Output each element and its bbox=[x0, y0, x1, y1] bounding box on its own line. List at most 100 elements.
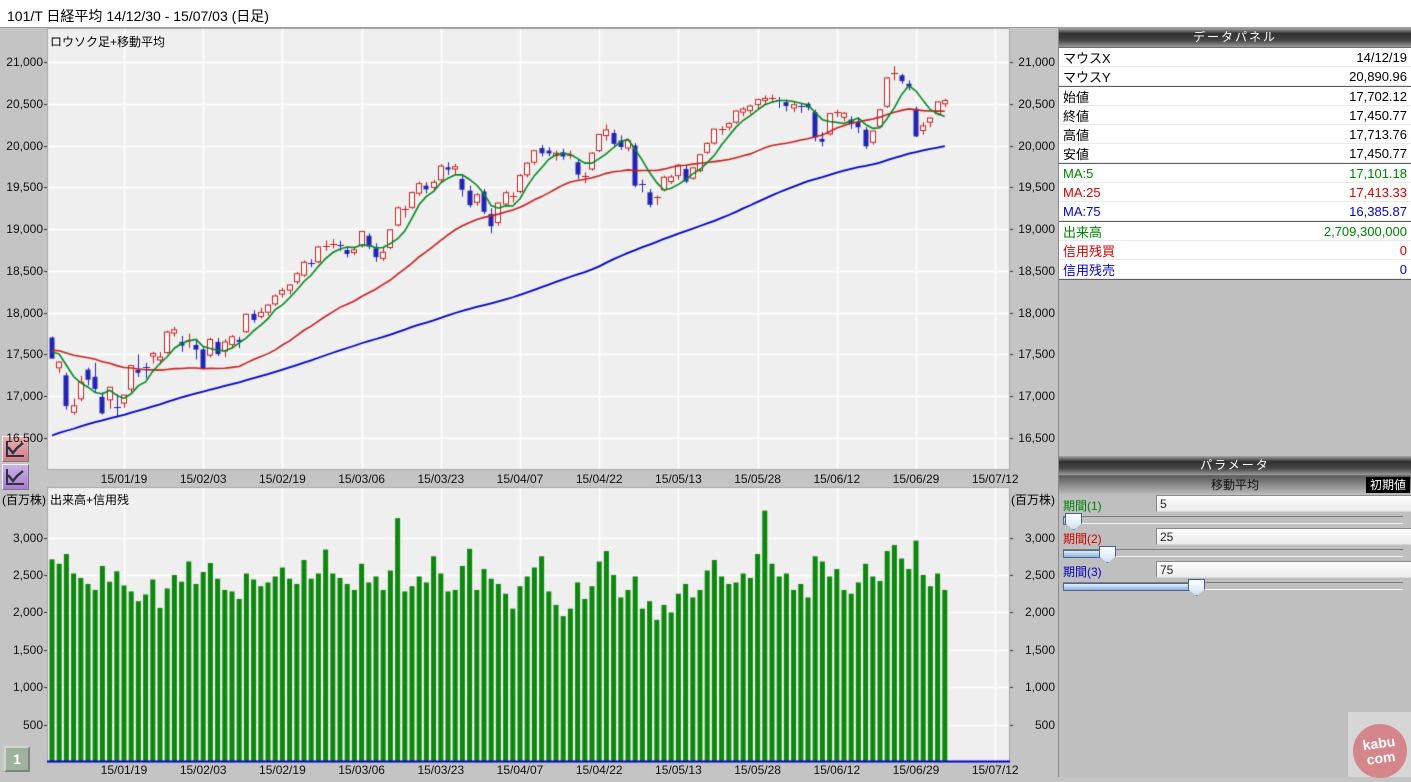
data-panel-row: MA:5 17,101.18 bbox=[1059, 164, 1411, 183]
data-panel-row-value: 0 bbox=[1399, 242, 1407, 258]
volume-unit-label-left: (百万株) bbox=[2, 493, 46, 507]
data-panel-row: マウスX 14/12/19 bbox=[1059, 48, 1411, 67]
date-axis-label-bottom: 15/04/07 bbox=[496, 763, 544, 777]
line-chart-icon bbox=[6, 441, 24, 457]
date-axis-label: 15/06/29 bbox=[892, 472, 940, 486]
data-panel-row-value: 0 bbox=[1399, 261, 1407, 277]
date-axis-label: 15/02/19 bbox=[259, 472, 306, 486]
parameter-label: 期間(3) bbox=[1063, 565, 1102, 579]
volume-axis-label-left: 1,500 bbox=[12, 642, 43, 657]
data-panel-row-label: 信用残買 bbox=[1063, 243, 1116, 259]
data-panel-row-label: 高値 bbox=[1063, 127, 1090, 143]
parameter-label: 期間(2) bbox=[1063, 532, 1102, 546]
data-panel-row: 終値 17,450.77 bbox=[1059, 106, 1411, 125]
data-panel-row: 高値 17,713.76 bbox=[1059, 125, 1411, 144]
date-axis-label-bottom: 15/03/06 bbox=[338, 763, 385, 777]
price-axis-label-left: 20,000 bbox=[6, 138, 43, 153]
price-volume-chart-canvas[interactable] bbox=[0, 28, 1058, 777]
data-panel-row-label: 出来高 bbox=[1063, 224, 1103, 240]
data-panel-row-label: 信用残売 bbox=[1063, 262, 1116, 278]
volume-chart-title: 出来高+信用残 bbox=[50, 493, 130, 507]
price-axis-label-left: 18,000 bbox=[6, 305, 43, 320]
data-panel-group: 始値 17,702.12 終値 17,450.77 高値 17,713.76 安値 17,45… bbox=[1059, 87, 1411, 164]
price-axis-label-right: 17,000 bbox=[1018, 389, 1055, 404]
line-chart-icon bbox=[6, 469, 24, 485]
data-panel-row: 信用残買 0 bbox=[1059, 241, 1411, 260]
parameter-value-input[interactable] bbox=[1156, 495, 1411, 512]
page-1-button[interactable]: 1 bbox=[4, 746, 30, 772]
logo-box: kabu com bbox=[1348, 712, 1411, 782]
data-panel-row-value: 17,413.33 bbox=[1349, 184, 1407, 200]
data-panel-group: 出来高 2,709,300,000 信用残買 0 信用残売 0 bbox=[1059, 222, 1411, 280]
price-axis-label-left: 19,000 bbox=[6, 222, 43, 237]
data-panel-header: データパネル bbox=[1059, 28, 1411, 48]
date-axis-label-bottom: 15/06/29 bbox=[892, 763, 940, 777]
reset-defaults-button[interactable]: 初期値 bbox=[1365, 477, 1410, 493]
data-panel-row: 出来高 2,709,300,000 bbox=[1059, 222, 1411, 241]
price-axis-label-right: 19,000 bbox=[1018, 222, 1055, 237]
volume-axis-label-left: 2,500 bbox=[12, 568, 43, 582]
data-panel: マウスX 14/12/19 マウスY 20,890.96 始値 17,702.12 終値 17… bbox=[1059, 48, 1411, 280]
price-axis-label-left: 20,500 bbox=[6, 96, 43, 111]
price-axis-label-right: 20,000 bbox=[1018, 138, 1055, 153]
date-axis-label-bottom: 15/06/12 bbox=[813, 763, 861, 777]
chart-window-title: 101/T 日経平均 14/12/30 - 15/07/03 (日足) bbox=[7, 8, 269, 24]
parameter-slider-track[interactable] bbox=[1063, 513, 1403, 530]
price-axis-label-left: 17,500 bbox=[6, 347, 43, 362]
data-panel-row-label: 安値 bbox=[1063, 146, 1090, 162]
date-axis-label: 15/05/28 bbox=[734, 472, 781, 486]
volume-axis-label-left: 3,000 bbox=[12, 530, 43, 545]
parameter-slider-track[interactable] bbox=[1063, 579, 1403, 596]
parameter-value-input[interactable] bbox=[1156, 561, 1411, 578]
date-axis-label-bottom: 15/05/13 bbox=[655, 763, 702, 777]
side-panel: データパネル マウスX 14/12/19 マウスY 20,890.96 始値 17,702… bbox=[1058, 28, 1411, 782]
date-axis-label-bottom: 15/07/12 bbox=[971, 763, 1019, 777]
date-axis-label-bottom: 15/01/19 bbox=[100, 763, 148, 777]
volume-axis-label-right: 2,500 bbox=[1024, 568, 1055, 582]
volume-unit-label-right: (百万株) bbox=[1011, 493, 1055, 507]
indicator-style-button[interactable] bbox=[2, 464, 29, 490]
volume-axis-label-right: 1,000 bbox=[1024, 680, 1055, 695]
parameter-slider-track[interactable] bbox=[1063, 546, 1403, 563]
price-axis-label-right: 20,500 bbox=[1018, 96, 1055, 111]
price-axis-label-right: 19,500 bbox=[1018, 180, 1055, 195]
parameter-subheader: 移動平均 初期値 bbox=[1059, 476, 1411, 494]
data-panel-row-value: 17,101.18 bbox=[1349, 165, 1407, 181]
data-panel-group: マウスX 14/12/19 マウスY 20,890.96 bbox=[1059, 48, 1411, 87]
parameter-slider-thumb[interactable] bbox=[1065, 513, 1082, 530]
date-axis-label: 15/03/06 bbox=[338, 472, 385, 486]
data-panel-row-label: MA:25 bbox=[1063, 184, 1101, 200]
price-axis-label-left: 18,500 bbox=[6, 263, 43, 278]
price-axis-label-left: 19,500 bbox=[6, 180, 43, 195]
price-axis-label-right: 16,500 bbox=[1018, 431, 1055, 445]
parameter-item: 期間(2) bbox=[1059, 527, 1411, 563]
data-panel-row: MA:25 17,413.33 bbox=[1059, 183, 1411, 202]
data-panel-row-value: 17,702.12 bbox=[1349, 88, 1407, 104]
volume-axis-label-left: 500 bbox=[22, 717, 43, 732]
date-axis-label: 15/06/12 bbox=[813, 472, 861, 486]
data-panel-row: 安値 17,450.77 bbox=[1059, 144, 1411, 163]
chart-region: ロウソク足+移動平均 出来高+信用残 (百万株) (百万株) 1 21,000 2… bbox=[0, 28, 1058, 777]
data-panel-row-value: 17,450.77 bbox=[1349, 107, 1407, 123]
price-axis-label-left: 17,000 bbox=[6, 389, 43, 404]
price-axis-label-right: 17,500 bbox=[1018, 347, 1055, 362]
data-panel-row-value: 16,385.87 bbox=[1349, 203, 1407, 219]
date-axis-label-bottom: 15/05/28 bbox=[734, 763, 781, 777]
data-panel-group: MA:5 17,101.18 MA:25 17,413.33 MA:75 16,385.8… bbox=[1059, 164, 1411, 222]
date-axis-label: 15/04/07 bbox=[496, 472, 544, 486]
data-panel-row-value: 20,890.96 bbox=[1349, 68, 1407, 84]
parameter-value-input[interactable] bbox=[1156, 528, 1411, 545]
volume-axis-label-right: 500 bbox=[1034, 717, 1055, 732]
data-panel-row-value: 2,709,300,000 bbox=[1323, 223, 1407, 239]
date-axis-label: 15/03/23 bbox=[417, 472, 465, 486]
parameter-slider-thumb[interactable] bbox=[1099, 546, 1116, 563]
candlestick-style-button[interactable] bbox=[2, 436, 29, 462]
volume-axis-label-right: 1,500 bbox=[1024, 642, 1055, 657]
data-panel-row: 始値 17,702.12 bbox=[1059, 87, 1411, 106]
date-axis-label: 15/04/22 bbox=[575, 472, 623, 486]
parameter-item: 期間(1) bbox=[1059, 494, 1411, 530]
data-panel-row-value: 14/12/19 bbox=[1356, 49, 1407, 65]
price-chart-title: ロウソク足+移動平均 bbox=[50, 35, 166, 49]
parameter-slider-thumb[interactable] bbox=[1188, 579, 1205, 596]
data-panel-row: MA:75 16,385.87 bbox=[1059, 202, 1411, 221]
